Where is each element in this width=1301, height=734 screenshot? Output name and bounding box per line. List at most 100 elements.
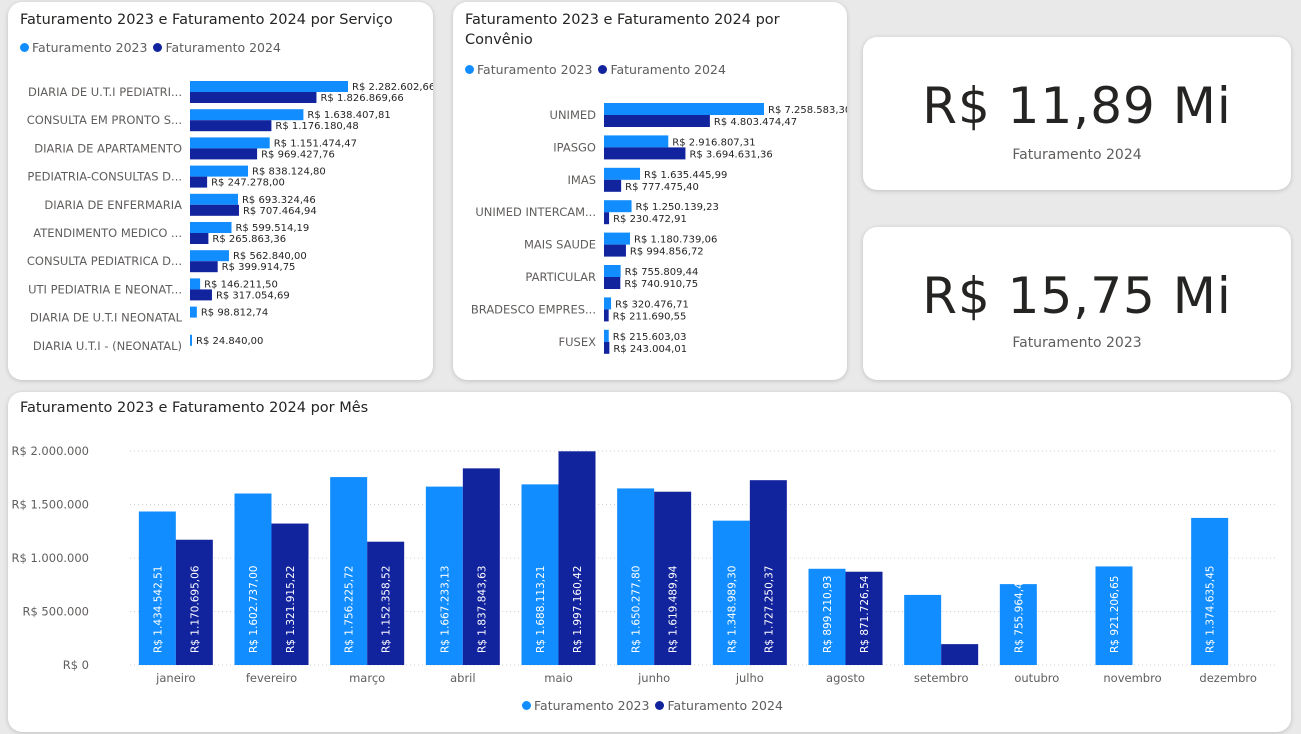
- data-label-2024: R$ 969.427,76: [261, 149, 335, 160]
- data-label-2023: R$ 755.809,44: [625, 267, 699, 278]
- data-label-2023: R$ 146.211,50: [204, 279, 278, 290]
- bar-2024: [749, 480, 787, 665]
- legend-item-2024[interactable]: Faturamento 2024: [655, 698, 783, 713]
- x-tick-label: abril: [450, 671, 475, 685]
- bar-2023: [190, 306, 197, 318]
- bar-2024: [604, 277, 621, 289]
- legend-item-2024[interactable]: Faturamento 2024: [598, 62, 726, 77]
- bar-2024: [271, 523, 309, 665]
- bar-2024: [367, 541, 405, 665]
- data-label-2023: R$ 755.964,42: [1013, 576, 1025, 653]
- bar-2023: [190, 81, 348, 92]
- bar-2024: [175, 539, 213, 665]
- kpi-value-2024: R$ 11,89 Mi: [922, 77, 1232, 135]
- legend-label-2024: Faturamento 2024: [165, 40, 281, 55]
- bar-2023: [330, 477, 368, 665]
- category-label: PARTICULAR: [525, 270, 596, 284]
- data-label-2024: R$ 243.004,01: [613, 344, 687, 355]
- data-label-2024: R$ 1.619.489,94: [668, 565, 680, 653]
- data-label-2024: R$ 265.863,36: [212, 234, 286, 245]
- legend-label-2023: Faturamento 2023: [534, 698, 650, 713]
- bar-2023: [190, 137, 270, 149]
- category-label: DIARIA DE U.T.I NEONATAL: [30, 311, 183, 325]
- bar-2023: [1191, 517, 1229, 665]
- data-label-2024: R$ 3.694.631,36: [689, 149, 772, 160]
- data-label-2023: R$ 24.840,00: [196, 336, 263, 347]
- x-tick-label: setembro: [914, 671, 969, 685]
- bar-2023: [604, 297, 612, 310]
- data-label-2023: R$ 1.667.233,13: [439, 566, 451, 653]
- data-label-2023: R$ 1.180.739,06: [634, 235, 717, 246]
- y-tick-label: R$ 0: [63, 658, 89, 672]
- bar-2024: [604, 341, 610, 354]
- bar-2024: [845, 571, 883, 665]
- bar-chart-convenio: UNIMED R$ 7.258.583,30R$ 4.803.474,47 IPAS…: [471, 103, 847, 355]
- category-label: FUSEX: [559, 335, 597, 349]
- data-label-2024: R$ 777.475,40: [625, 182, 699, 193]
- legend-dot-2024: [153, 43, 163, 52]
- legend-dot-2023: [522, 701, 531, 710]
- kpi-value-2023: R$ 15,75 Mi: [922, 267, 1232, 325]
- chart-card-mes: Faturamento 2023 e Faturamento 2024 por …: [8, 392, 1291, 732]
- data-label-2023: R$ 562.840,00: [233, 251, 307, 262]
- legend-item-2023[interactable]: Faturamento 2023: [20, 40, 147, 55]
- bar-2024: [941, 644, 979, 665]
- bar-2023: [425, 486, 463, 665]
- category-label: DIARIA DE ENFERMARIA: [44, 198, 182, 212]
- bar-2024: [604, 115, 710, 127]
- x-tick-label: fevereiro: [246, 671, 297, 685]
- bar-2023: [808, 568, 846, 665]
- category-label: UNIMED: [550, 108, 597, 122]
- x-tick-label: dezembro: [1199, 671, 1257, 685]
- data-label-2024: R$ 1.170.695,06: [189, 565, 201, 653]
- bar-2024: [190, 92, 317, 103]
- chart-title-servico: Faturamento 2023 e Faturamento 2024 por …: [20, 12, 393, 28]
- legend-item-2023[interactable]: Faturamento 2023: [522, 698, 649, 713]
- bar-2024: [190, 289, 212, 301]
- x-tick-label: novembro: [1103, 671, 1161, 685]
- y-tick-label: R$ 1.500.000: [12, 498, 90, 512]
- bar-2023: [604, 103, 764, 115]
- legend-label-2023: Faturamento 2023: [32, 40, 148, 55]
- data-label-2023: R$ 599.514,19: [235, 223, 309, 234]
- data-label-2023: R$ 1.650.277,80: [631, 566, 643, 653]
- bar-2023: [604, 329, 609, 342]
- data-label-2023: R$ 1.756.225,72: [344, 566, 356, 653]
- legend-label-2024: Faturamento 2024: [610, 62, 726, 77]
- x-tick-label: outubro: [1014, 671, 1059, 685]
- category-label: IMAS: [568, 173, 596, 187]
- data-label-2024: R$ 707.464,94: [243, 206, 317, 217]
- legend-item-2024[interactable]: Faturamento 2024: [153, 40, 281, 55]
- category-label: CONSULTA EM PRONTO S...: [27, 113, 182, 127]
- chart-title-convenio: Faturamento 2023 e Faturamento 2024 por …: [465, 12, 780, 48]
- data-label-2023: R$ 1.348.989,30: [726, 566, 738, 653]
- bar-2024: [654, 491, 692, 665]
- bar-2023: [190, 278, 201, 290]
- bar-2024: [462, 468, 500, 665]
- legend-dot-2023: [20, 43, 29, 52]
- bar-2023: [521, 484, 559, 665]
- y-tick-label: R$ 500.000: [22, 605, 89, 619]
- bar-2023: [190, 222, 232, 233]
- bar-2023: [1095, 566, 1133, 665]
- category-label: MAIS SAUDE: [524, 238, 596, 252]
- legend-label-2024: Faturamento 2024: [667, 698, 783, 713]
- legend-item-2023[interactable]: Faturamento 2023: [465, 62, 592, 77]
- category-label: CONSULTA PEDIATRICA D...: [27, 254, 182, 268]
- data-label-2024: R$ 1.321.915,22: [285, 566, 297, 653]
- data-label-2024: R$ 230.472,91: [613, 214, 687, 225]
- kpi-card-2023: R$ 15,75 Mi Faturamento 2023: [863, 227, 1291, 380]
- bar-2024: [190, 204, 239, 216]
- kpi-label-2023: Faturamento 2023: [1012, 335, 1142, 351]
- bar-2023: [190, 250, 229, 262]
- x-tick-label: maio: [544, 671, 572, 685]
- bar-2023: [617, 488, 655, 665]
- legend-dot-2024: [598, 65, 608, 74]
- data-label-2024: R$ 871.726,54: [859, 575, 871, 653]
- legend-convenio: Faturamento 2023 Faturamento 2024: [465, 62, 726, 77]
- legend-mes: Faturamento 2023 Faturamento 2024: [522, 698, 783, 713]
- data-label-2024: R$ 1.837.843,63: [476, 566, 488, 653]
- category-label: DIARIA DE U.T.I PEDIATRI...: [28, 85, 182, 99]
- x-tick-label: janeiro: [155, 671, 195, 685]
- bar-2024: [190, 120, 272, 132]
